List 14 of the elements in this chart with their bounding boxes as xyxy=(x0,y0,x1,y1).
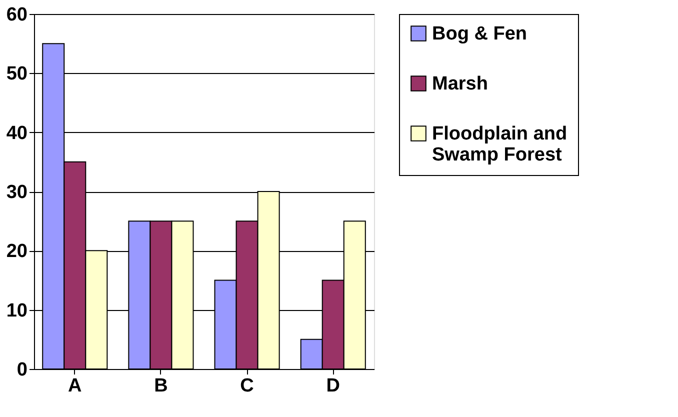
legend-label: Floodplain and Swamp Forest xyxy=(432,124,568,166)
y-tick-label: 50 xyxy=(6,64,28,85)
y-tick-label: 30 xyxy=(6,182,28,203)
legend-label: Marsh xyxy=(432,74,488,94)
x-tick-label: B xyxy=(154,376,168,396)
y-tick-label: 60 xyxy=(6,4,28,26)
x-tick-label: D xyxy=(326,376,340,396)
x-tick-label: C xyxy=(240,376,254,396)
y-tick-label: 20 xyxy=(6,241,28,262)
x-tick-label: A xyxy=(68,376,82,396)
y-tick-label: 0 xyxy=(16,360,28,380)
y-tick-label: 10 xyxy=(6,300,28,322)
y-tick-label: 40 xyxy=(6,122,28,144)
legend-label: Bog & Fen xyxy=(432,24,527,44)
